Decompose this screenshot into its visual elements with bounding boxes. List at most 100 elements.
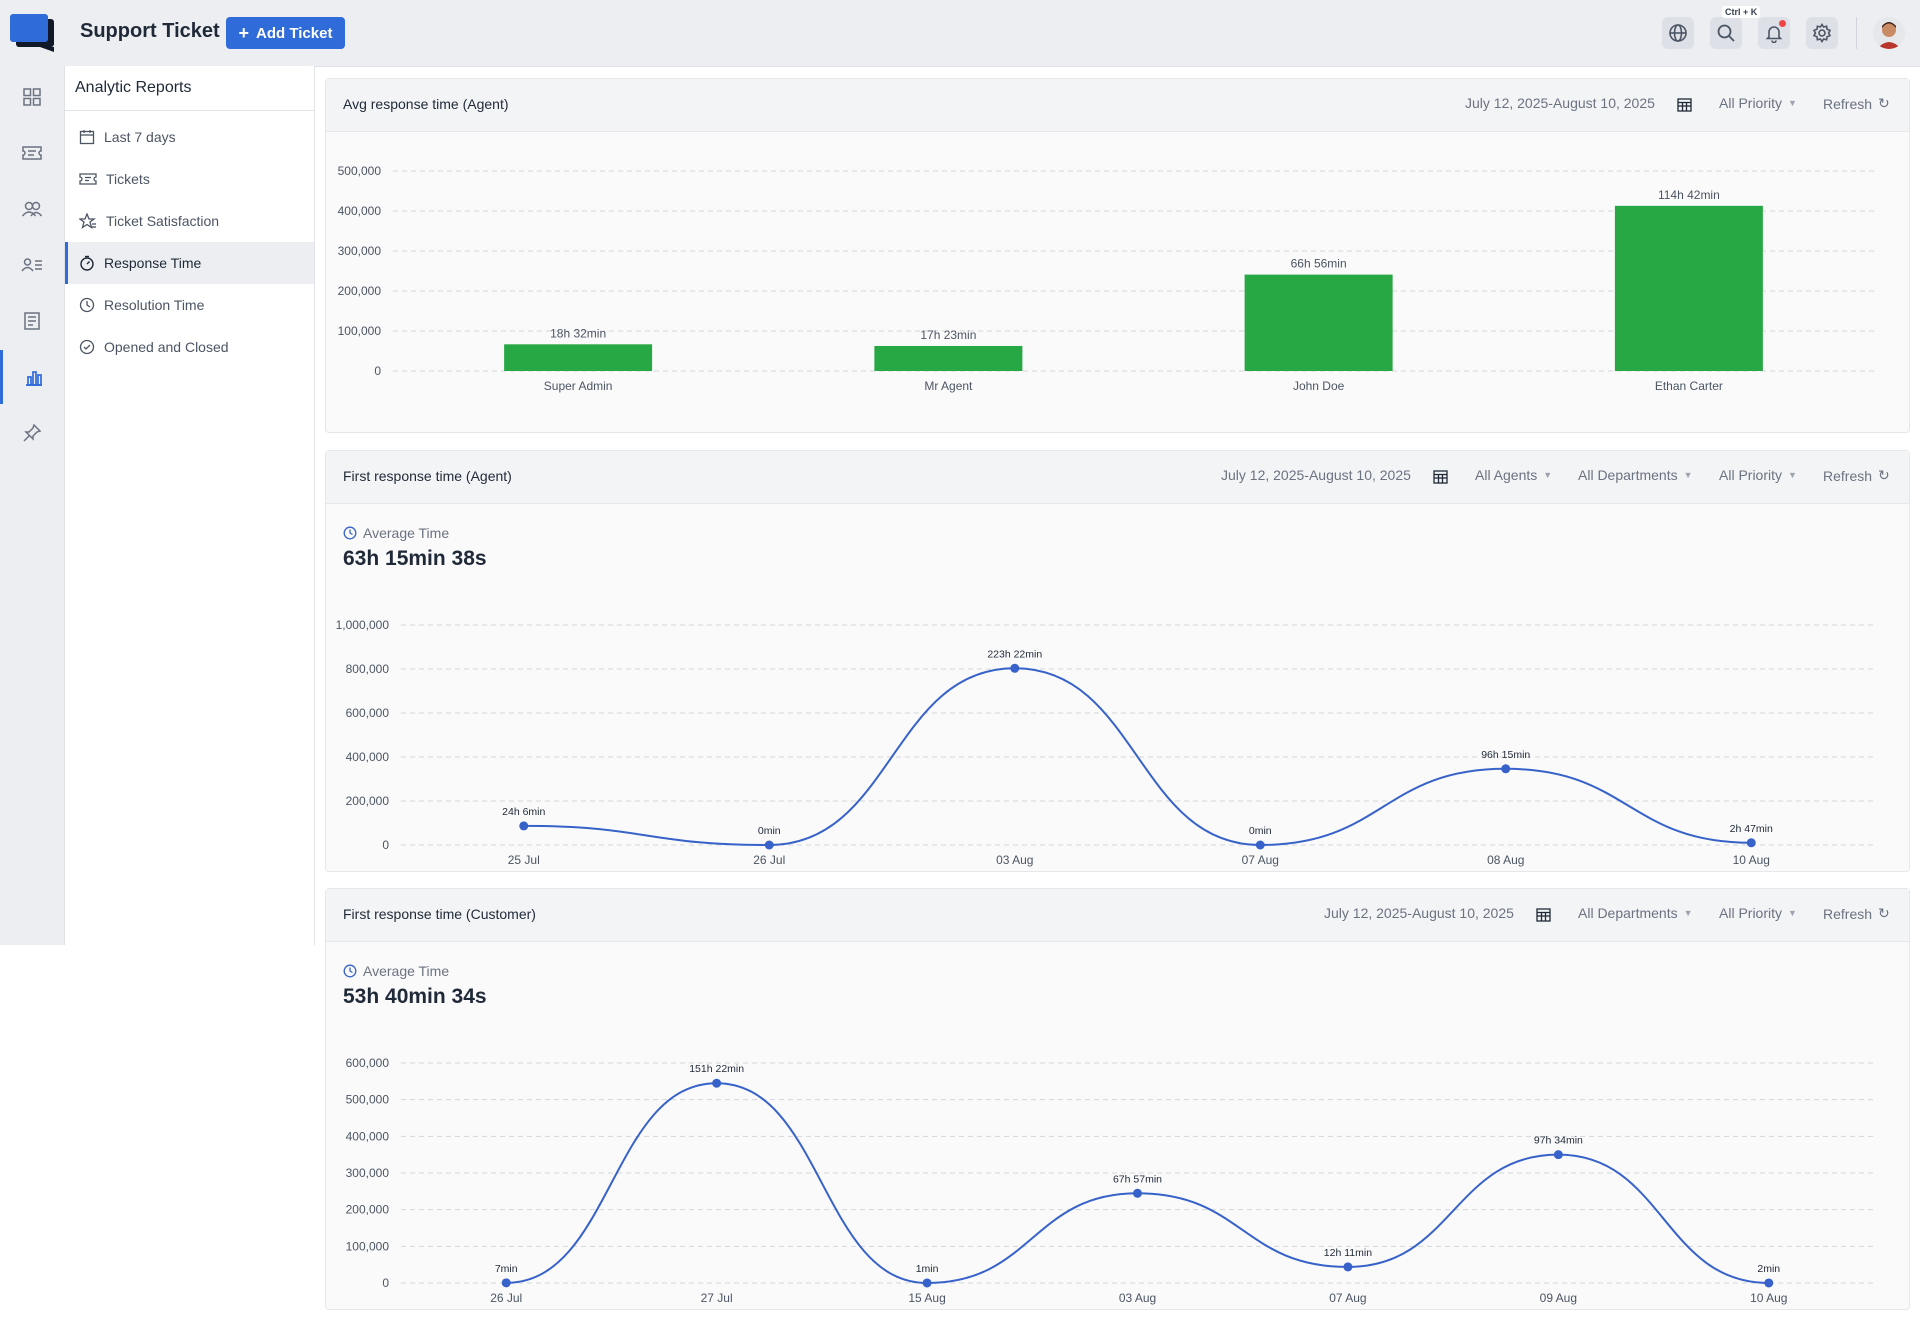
average-time-text: Average Time bbox=[363, 963, 450, 979]
subnav-item-resolution-time[interactable]: Resolution Time bbox=[65, 284, 314, 326]
y-tick-label: 600,000 bbox=[346, 706, 390, 720]
rail-reports[interactable] bbox=[0, 350, 64, 404]
chevron-down-icon: ▼ bbox=[1788, 908, 1797, 918]
average-time-text: Average Time bbox=[363, 525, 450, 541]
avg-response-bar-chart: 0 100,000 200,000 300,000 400,000 500,000 18h … bbox=[338, 164, 1874, 393]
point-data-label: 2min bbox=[1757, 1263, 1780, 1275]
rail-knowledge-base[interactable] bbox=[0, 294, 64, 348]
date-range-value: July 12, 2025-August 10, 2025 bbox=[1465, 95, 1655, 111]
y-tick-label: 100,000 bbox=[338, 324, 382, 338]
globe-icon bbox=[1669, 24, 1687, 42]
x-tick-label: 25 Jul bbox=[508, 853, 540, 867]
x-tick-label: Super Admin bbox=[544, 379, 613, 393]
y-tick-label: 600,000 bbox=[346, 1056, 390, 1070]
rail-contacts[interactable] bbox=[0, 238, 64, 292]
y-tick-label: 400,000 bbox=[346, 750, 390, 764]
add-ticket-button[interactable]: + Add Ticket bbox=[226, 17, 345, 49]
rail-users[interactable] bbox=[0, 182, 64, 236]
subnav-item-label: Tickets bbox=[106, 171, 150, 187]
y-tick-label: 100,000 bbox=[346, 1239, 390, 1253]
refresh-icon: ↻ bbox=[1878, 95, 1890, 111]
first-response-agent-line-chart: 0 200,000 400,000 600,000 800,000 1,000,000 24… bbox=[336, 618, 1874, 867]
language-button[interactable] bbox=[1662, 17, 1694, 49]
refresh-button[interactable]: Refresh ↻ bbox=[1823, 95, 1890, 112]
settings-button[interactable] bbox=[1806, 17, 1838, 49]
app-title: Support Ticket bbox=[80, 20, 220, 42]
subnav-item-ticket-satisfaction[interactable]: Ticket Satisfaction bbox=[65, 200, 314, 242]
date-range-picker[interactable]: July 12, 2025-August 10, 2025 bbox=[1221, 467, 1447, 483]
bar-data-label: 18h 32min bbox=[550, 326, 606, 340]
x-tick-label: 03 Aug bbox=[1119, 1291, 1156, 1305]
user-avatar-image bbox=[1873, 17, 1905, 49]
refresh-button[interactable]: Refresh ↻ bbox=[1823, 905, 1890, 922]
y-tick-label: 300,000 bbox=[346, 1166, 390, 1180]
date-range-picker[interactable]: July 12, 2025-August 10, 2025 bbox=[1465, 95, 1691, 111]
priority-value: All Priority bbox=[1719, 467, 1783, 483]
refresh-button[interactable]: Refresh ↻ bbox=[1823, 467, 1890, 484]
departments-select[interactable]: All Departments ▼ bbox=[1578, 905, 1693, 921]
priority-select[interactable]: All Priority ▼ bbox=[1719, 95, 1797, 111]
search-icon bbox=[1717, 24, 1735, 42]
data-point bbox=[1010, 663, 1020, 673]
point-data-label: 12h 11min bbox=[1324, 1247, 1372, 1259]
app-logo[interactable] bbox=[10, 14, 56, 52]
topbar-divider bbox=[1856, 17, 1857, 49]
calendar-icon[interactable] bbox=[1677, 97, 1692, 112]
point-data-label: 24h 6min bbox=[502, 806, 545, 818]
avg-response-time-card: Avg response time (Agent) July 12, 2025-… bbox=[325, 78, 1910, 433]
x-tick-label: 15 Aug bbox=[908, 1291, 945, 1305]
card-header: First response time (Agent) July 12, 202… bbox=[326, 451, 1909, 504]
calendar-icon[interactable] bbox=[1433, 469, 1448, 484]
agents-select[interactable]: All Agents ▼ bbox=[1475, 467, 1552, 483]
x-tick-label: Mr Agent bbox=[924, 379, 973, 393]
x-tick-label: 27 Jul bbox=[701, 1291, 733, 1305]
y-tick-label: 500,000 bbox=[338, 164, 382, 178]
refresh-label: Refresh bbox=[1823, 95, 1873, 112]
subnav-item-response-time[interactable]: Response Time bbox=[65, 242, 314, 284]
y-tick-label: 0 bbox=[374, 364, 381, 378]
rail-dashboard[interactable] bbox=[0, 70, 64, 124]
data-point bbox=[712, 1078, 722, 1088]
knowledge-icon bbox=[24, 312, 40, 330]
rail-tickets[interactable] bbox=[0, 126, 64, 180]
departments-select[interactable]: All Departments ▼ bbox=[1578, 467, 1693, 483]
rail-pinned[interactable] bbox=[0, 406, 64, 460]
data-point bbox=[1133, 1188, 1142, 1198]
top-bar: Support Ticket + Add Ticket Ctrl + K bbox=[0, 0, 1920, 67]
bar bbox=[874, 345, 1023, 371]
refresh-icon: ↻ bbox=[1878, 467, 1890, 483]
reports-icon bbox=[25, 371, 42, 386]
refresh-label: Refresh bbox=[1823, 905, 1873, 922]
search-button[interactable] bbox=[1710, 17, 1742, 49]
departments-value: All Departments bbox=[1578, 905, 1678, 921]
point-data-label: 7min bbox=[495, 1263, 518, 1275]
chevron-down-icon: ▼ bbox=[1683, 470, 1693, 480]
bar-data-label: 114h 42min bbox=[1658, 188, 1720, 202]
data-point bbox=[764, 840, 774, 850]
subnav-item-tickets[interactable]: Tickets bbox=[65, 158, 314, 200]
subnav-item-opened-and-closed[interactable]: Opened and Closed bbox=[65, 326, 314, 368]
card-title: First response time (Customer) bbox=[343, 906, 536, 922]
average-time-label: Average Time bbox=[343, 525, 449, 541]
bar bbox=[1244, 274, 1393, 371]
chevron-down-icon: ▼ bbox=[1788, 470, 1797, 480]
subnav-item-label: Response Time bbox=[104, 255, 202, 271]
x-tick-label: 26 Jul bbox=[753, 853, 785, 867]
series-line bbox=[523, 667, 1752, 847]
refresh-icon: ↻ bbox=[1878, 905, 1890, 921]
clock-icon bbox=[343, 964, 357, 978]
calendar-icon[interactable] bbox=[1536, 907, 1551, 922]
notifications-button[interactable] bbox=[1758, 17, 1790, 49]
y-tick-label: 200,000 bbox=[346, 794, 390, 808]
priority-select[interactable]: All Priority ▼ bbox=[1719, 905, 1797, 921]
date-range-picker[interactable]: July 12, 2025-August 10, 2025 bbox=[1324, 905, 1550, 921]
avatar[interactable] bbox=[1873, 17, 1905, 49]
x-tick-label: 07 Aug bbox=[1329, 1291, 1366, 1305]
y-tick-label: 0 bbox=[382, 838, 389, 852]
subnav-item-last-7-days[interactable]: Last 7 days bbox=[65, 116, 314, 158]
check-circle-icon bbox=[79, 339, 95, 355]
point-data-label: 0min bbox=[1249, 825, 1272, 837]
gear-icon bbox=[1812, 23, 1832, 43]
x-tick-label: Ethan Carter bbox=[1655, 379, 1723, 393]
priority-select[interactable]: All Priority ▼ bbox=[1719, 467, 1797, 483]
